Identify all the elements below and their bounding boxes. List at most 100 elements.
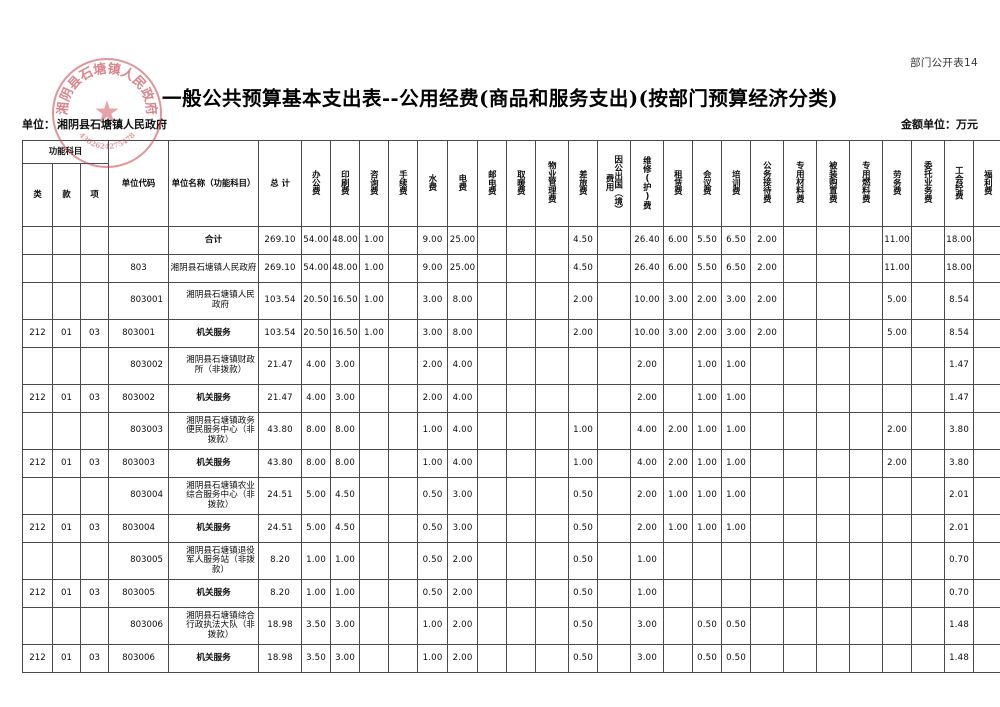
cell-r10-c16	[783, 542, 818, 580]
header-col-label-15: 公务接待费	[762, 161, 773, 204]
cell-r2-c9: 2.00	[568, 282, 599, 320]
header-col-14: 培训费	[721, 140, 752, 227]
cell-r6-c16	[783, 412, 818, 450]
cell-r0-c13: 5.50	[692, 226, 723, 255]
header-col-label-9: 差旅费	[578, 169, 589, 195]
cell-kuan-1	[52, 254, 81, 283]
table-row[interactable]: 212 01 03 803003 机关服务 43.80 8.00 8.00 1.00 4.00 1.…	[22, 449, 1000, 478]
unit-label: 单位：	[22, 118, 55, 131]
table-row[interactable]: 212 01 03 803005 机关服务 8.20 1.00 1.00 0.50 2.00 0.5…	[22, 579, 1000, 608]
header-col-label-8: 物业管理费	[547, 161, 558, 204]
cell-r13-c12	[663, 644, 694, 673]
cell-r1-c12: 6.00	[663, 254, 694, 283]
header-col-10: 因公出国（境）费用	[597, 140, 632, 227]
cell-r4-c20	[911, 347, 946, 385]
table-row[interactable]: 212 01 03 803002 机关服务 21.47 4.00 3.00 2.00 4.00 2.…	[22, 384, 1000, 413]
cell-total-0: 269.10	[258, 226, 303, 255]
cell-r2-c5: 8.00	[447, 282, 479, 320]
cell-r1-c11: 26.40	[630, 254, 665, 283]
header-col-6: 邮电费	[477, 140, 508, 227]
cell-r7-c8	[535, 449, 570, 478]
cell-r1-c21: 18.00	[944, 254, 975, 283]
cell-r2-c8	[535, 282, 570, 320]
cell-r11-c9: 0.50	[568, 579, 599, 608]
table-row[interactable]: 803004 湘阴县石塘镇农业综合服务中心（非拨款） 24.51 5.00 4.50 0.…	[22, 477, 1000, 515]
header-kuan: 款	[52, 163, 81, 227]
cell-xiang-12	[79, 607, 110, 645]
cell-unit-name-2: 湘阴县石塘镇人民政府	[168, 282, 260, 320]
cell-r5-c19	[882, 384, 913, 413]
cell-r3-c6	[477, 319, 508, 348]
cell-r5-c13: 1.00	[692, 384, 723, 413]
cell-kuan-4	[52, 347, 81, 385]
table-row[interactable]: 803001 湘阴县石塘镇人民政府 103.54 20.50 16.50 1.00 3.00…	[22, 282, 1000, 320]
cell-r10-c19	[882, 542, 913, 580]
header-col-label-10: 因公出国（境）费用	[605, 155, 624, 210]
cell-r12-c10	[597, 607, 632, 645]
table-row[interactable]: 803006 湘阴县石塘镇综合行政执法大队（非拨款） 18.98 3.50 3.00 1.…	[22, 607, 1000, 645]
cell-lei-6	[22, 412, 53, 450]
header-col-label-22: 福利费	[983, 169, 994, 195]
cell-r2-c3	[388, 282, 419, 320]
cell-r12-c11: 3.00	[630, 607, 665, 645]
cell-r1-c5: 25.00	[447, 254, 479, 283]
cell-r7-c2	[359, 449, 390, 478]
cell-r7-c14: 1.00	[721, 449, 752, 478]
cell-r7-c6	[477, 449, 508, 478]
header-col-22: 福利费	[973, 140, 1000, 227]
cell-r6-c15	[750, 412, 785, 450]
cell-r5-c22	[973, 384, 1000, 413]
cell-r7-c1: 8.00	[330, 449, 361, 478]
cell-r8-c7	[506, 477, 537, 515]
cell-r2-c4: 3.00	[417, 282, 449, 320]
cell-r8-c8	[535, 477, 570, 515]
cell-r3-c3	[388, 319, 419, 348]
header-col-label-20: 委托业务费	[923, 161, 934, 204]
cell-r5-c18	[849, 384, 884, 413]
cell-r5-c5: 4.00	[447, 384, 479, 413]
table-row[interactable]: 803 湘阴县石塘镇人民政府 269.10 54.00 48.00 1.00 9.00 25.…	[22, 254, 1000, 283]
cell-kuan-7: 01	[52, 449, 81, 478]
cell-r11-c3	[388, 579, 419, 608]
cell-r11-c6	[477, 579, 508, 608]
amount-unit-label: 金额单位：万元	[901, 118, 978, 131]
page-title: 一般公共预算基本支出表--公用经费(商品和服务支出)(按部门预算经济分类)	[161, 87, 839, 110]
cell-r12-c21: 1.48	[944, 607, 975, 645]
cell-r11-c0: 1.00	[301, 579, 332, 608]
table-row[interactable]: 212 01 03 803004 机关服务 24.51 5.00 4.50 0.50 3.00 0.…	[22, 514, 1000, 543]
header-col-label-0: 办公费	[311, 169, 322, 195]
cell-r4-c3	[388, 347, 419, 385]
cell-r8-c9: 0.50	[568, 477, 599, 515]
cell-r9-c1: 4.50	[330, 514, 361, 543]
table-row[interactable]: 803005 湘阴县石塘镇退役军人服务站（非拨款） 8.20 1.00 1.00 0.50…	[22, 542, 1000, 580]
cell-r8-c0: 5.00	[301, 477, 332, 515]
cell-r7-c20	[911, 449, 946, 478]
table-row[interactable]: 803002 湘阴县石塘镇财政所（非拨款） 21.47 4.00 3.00 2.00 4.0…	[22, 347, 1000, 385]
table-body: 合计 269.10 54.00 48.00 1.00 9.00 25.00 4.50 26.40…	[22, 226, 1000, 673]
table-row[interactable]: 212 01 03 803006 机关服务 18.98 3.50 3.00 1.00 2.00 0.…	[22, 644, 1000, 673]
cell-r12-c9: 0.50	[568, 607, 599, 645]
cell-kuan-11: 01	[52, 579, 81, 608]
cell-r13-c10	[597, 644, 632, 673]
cell-r3-c10	[597, 319, 632, 348]
unit-value: 湘阴县石塘镇人民政府	[57, 118, 167, 131]
cell-r6-c19: 2.00	[882, 412, 913, 450]
cell-r1-c15: 2.00	[750, 254, 785, 283]
cell-r10-c7	[506, 542, 537, 580]
table-row[interactable]: 212 01 03 803001 机关服务 103.54 20.50 16.50 1.00 3.0…	[22, 319, 1000, 348]
table-row[interactable]: 合计 269.10 54.00 48.00 1.00 9.00 25.00 4.50 26.40…	[22, 226, 1000, 255]
cell-unit-code-1: 803	[108, 254, 170, 283]
cell-r3-c4: 3.00	[417, 319, 449, 348]
cell-r9-c12: 1.00	[663, 514, 694, 543]
cell-r1-c22	[973, 254, 1000, 283]
cell-unit-code-9: 803004	[108, 514, 170, 543]
cell-r6-c17	[816, 412, 851, 450]
table-row[interactable]: 803003 湘阴县石塘镇政务便民服务中心（非拨款） 43.80 8.00 8.00 1.…	[22, 412, 1000, 450]
cell-r1-c10	[597, 254, 632, 283]
cell-r0-c8	[535, 226, 570, 255]
header-col-1: 印刷费	[330, 140, 361, 227]
header-total: 总 计	[258, 140, 303, 227]
cell-r8-c19	[882, 477, 913, 515]
header-col-label-7: 取暖费	[516, 169, 527, 195]
cell-r2-c14: 3.00	[721, 282, 752, 320]
